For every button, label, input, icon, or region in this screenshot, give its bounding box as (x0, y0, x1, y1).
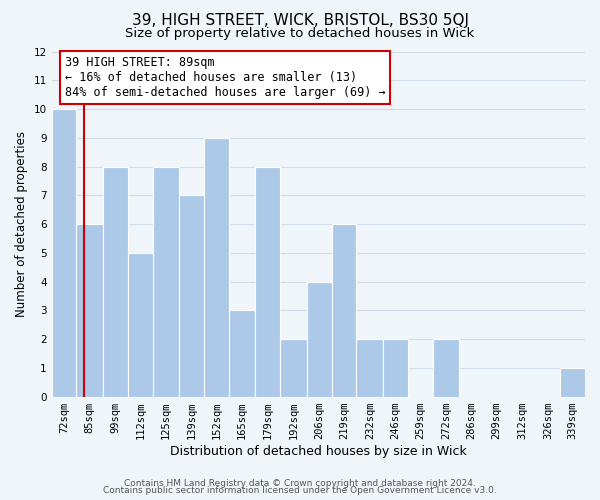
Text: Contains public sector information licensed under the Open Government Licence v3: Contains public sector information licen… (103, 486, 497, 495)
Bar (560, 368, 585, 396)
Bar (256, 166, 280, 396)
Bar (280, 339, 307, 396)
Bar (103, 166, 128, 396)
Text: 39 HIGH STREET: 89sqm
← 16% of detached houses are smaller (13)
84% of semi-deta: 39 HIGH STREET: 89sqm ← 16% of detached … (65, 56, 386, 99)
Bar (179, 196, 204, 396)
Bar (383, 339, 408, 396)
Bar (307, 282, 332, 397)
Text: Contains HM Land Registry data © Crown copyright and database right 2024.: Contains HM Land Registry data © Crown c… (124, 478, 476, 488)
Bar (204, 138, 229, 396)
Bar (356, 339, 383, 396)
Bar (229, 310, 256, 396)
Bar (76, 224, 103, 396)
Bar (332, 224, 356, 396)
Bar (52, 109, 76, 397)
Text: Size of property relative to detached houses in Wick: Size of property relative to detached ho… (125, 28, 475, 40)
Text: 39, HIGH STREET, WICK, BRISTOL, BS30 5QJ: 39, HIGH STREET, WICK, BRISTOL, BS30 5QJ (131, 12, 469, 28)
Bar (128, 253, 152, 396)
Y-axis label: Number of detached properties: Number of detached properties (15, 131, 28, 317)
X-axis label: Distribution of detached houses by size in Wick: Distribution of detached houses by size … (170, 444, 467, 458)
Bar (433, 339, 459, 396)
Bar (152, 166, 179, 396)
